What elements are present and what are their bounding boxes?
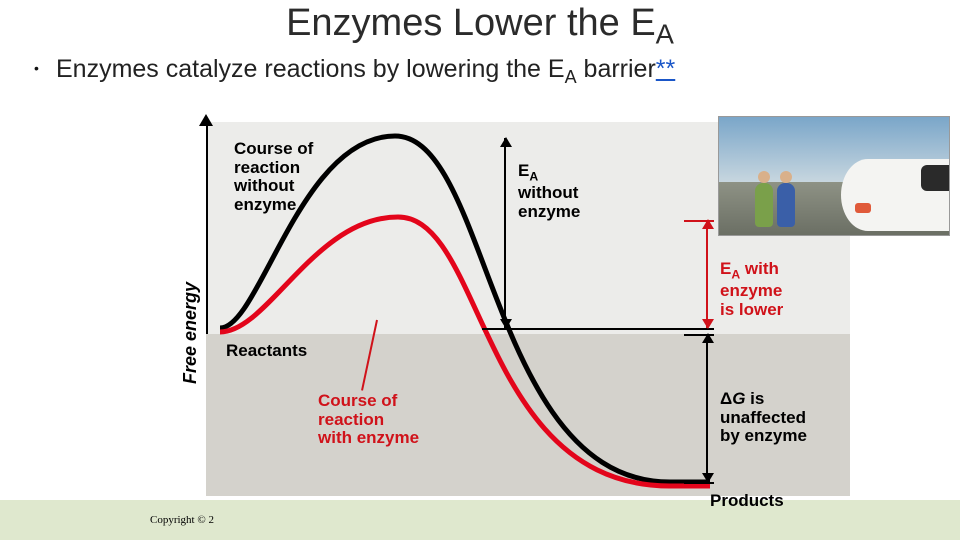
bullet-sub: A xyxy=(565,67,577,87)
label-ea-with: EA with enzyme is lower xyxy=(720,260,783,319)
page-title: Enzymes Lower the EA xyxy=(0,2,960,51)
arrow-ea-without xyxy=(504,138,506,328)
title-subscript: A xyxy=(656,19,674,50)
bullet-marker: • xyxy=(34,60,39,76)
tick-reactant-level xyxy=(482,328,714,330)
label-course-without: Course of reaction without enzyme xyxy=(234,140,313,215)
bullet-item: • Enzymes catalyze reactions by lowering… xyxy=(34,54,926,89)
label-products: Products xyxy=(710,492,784,511)
photo-car xyxy=(841,159,950,231)
photo-person-2 xyxy=(777,183,795,227)
copyright-text: Copyright © 2 xyxy=(150,514,214,526)
title-text: Enzymes Lower the E xyxy=(286,2,656,44)
label-delta-g: ΔG is unaffected by enzyme xyxy=(720,390,850,446)
illustrative-photo xyxy=(718,116,950,236)
label-ea-without: EA without enzyme xyxy=(518,162,580,221)
photo-person-1 xyxy=(755,183,773,227)
arrow-delta-g xyxy=(706,334,708,482)
bullet-text: Enzymes catalyze reactions by lowering t… xyxy=(56,54,926,89)
bullet-pre: Enzymes catalyze reactions by lowering t… xyxy=(56,55,565,83)
label-course-with: Course of reaction with enzyme xyxy=(318,392,419,448)
bullet-post: barrier xyxy=(577,55,656,83)
bullet-link[interactable]: ** xyxy=(656,55,675,83)
label-reactants: Reactants xyxy=(226,342,307,361)
arrow-ea-with xyxy=(706,220,708,328)
